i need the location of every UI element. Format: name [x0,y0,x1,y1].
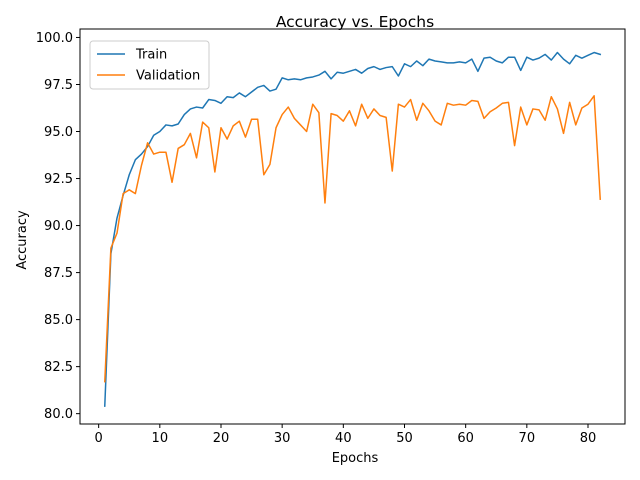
series-line-validation [103,95,602,383]
y-axis-label: Accuracy [15,210,30,270]
x-tick-label: 10 [152,431,169,446]
x-tick-label: 40 [335,431,352,446]
y-tick-label: 87.5 [44,266,73,281]
legend-label-validation: Validation [136,69,200,84]
ticks-layer: 0 10 20 30 40 50 60 70 80 80.0 82.5 85.0 87.5 90.0 92.… [36,31,596,446]
x-axis-label: Epochs [332,451,379,466]
legend-box [89,40,210,90]
chart-title: Accuracy vs. Epochs [276,13,434,31]
y-tick-label: 97.5 [44,78,73,93]
y-tick-label: 80.0 [44,407,73,422]
y-tick-label: 82.5 [44,360,73,375]
x-tick-label: 20 [213,431,230,446]
y-tick-label: 90.0 [44,219,73,234]
x-tick-label: 50 [396,431,413,446]
x-tick-label: 60 [457,431,474,446]
series-layer [103,51,602,407]
axes-frame [79,28,626,425]
x-tick-label: 70 [519,431,536,446]
x-tick-label: 0 [95,431,103,446]
x-tick-label: 80 [580,431,597,446]
legend: Train Validation [89,40,210,90]
x-tick-label: 30 [274,431,291,446]
legend-label-train: Train [135,48,167,63]
y-tick-label: 95.0 [44,125,73,140]
series-line-train [103,51,602,407]
y-tick-label: 100.0 [36,31,73,46]
y-tick-label: 85.0 [44,313,73,328]
y-tick-label: 92.5 [44,172,73,187]
